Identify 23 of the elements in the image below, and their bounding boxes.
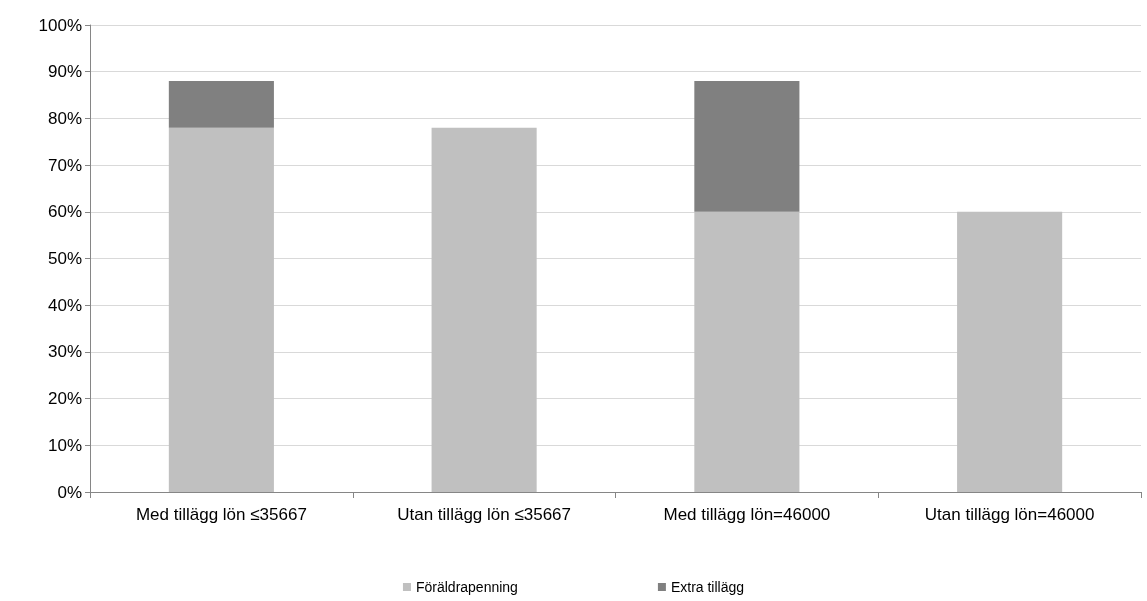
y-tick-label: 30% — [47, 342, 82, 362]
bar — [694, 81, 800, 212]
y-tick-label: 10% — [47, 435, 82, 455]
y-tick-label: 70% — [47, 155, 82, 175]
bar — [431, 127, 537, 492]
y-tick-label: 100% — [38, 15, 82, 35]
x-tick-label: Utan tillägg lön ≤35667 — [397, 505, 572, 524]
legend-label: Extra tillägg — [670, 579, 745, 595]
y-tick-label: 90% — [47, 62, 82, 82]
legend-label: Föräldrapenning — [415, 579, 518, 595]
x-tick-label: Med tillägg lön=46000 — [663, 505, 831, 524]
y-tick-label: 80% — [47, 108, 82, 128]
y-tick-label: 20% — [47, 389, 82, 409]
y-tick-label: 60% — [47, 202, 82, 222]
y-tick-label: 40% — [47, 295, 82, 315]
y-tick-label: 50% — [47, 249, 82, 268]
x-tick-label: Utan tillägg lön=46000 — [924, 505, 1095, 524]
bar — [694, 211, 800, 492]
bar — [168, 81, 274, 128]
bar — [168, 127, 274, 492]
y-tick-label: 0% — [57, 482, 82, 502]
x-tick-label: Med tillägg lön ≤35667 — [135, 505, 307, 524]
bar — [957, 211, 1063, 492]
